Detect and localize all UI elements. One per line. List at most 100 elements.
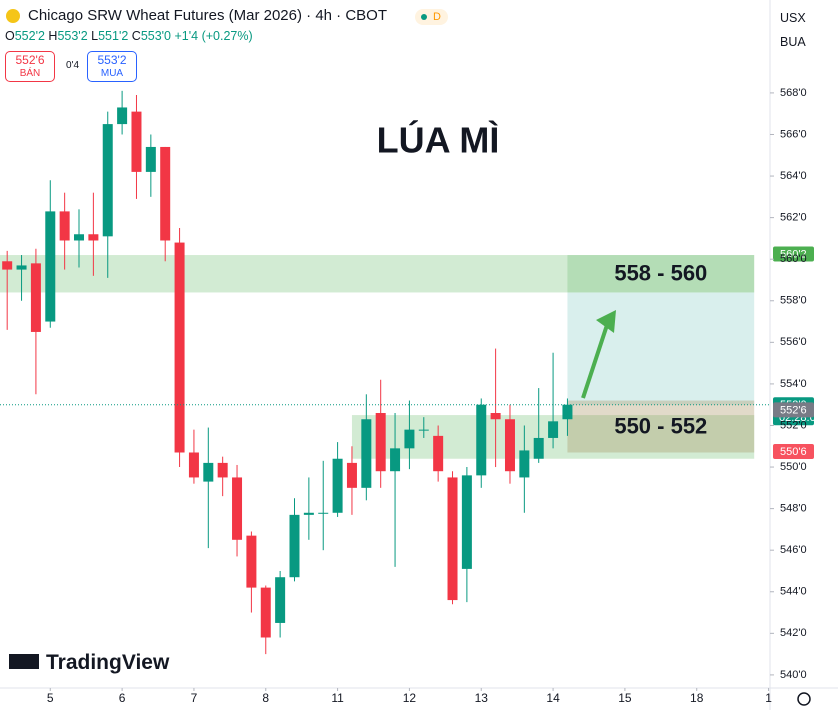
candle-body — [160, 146, 171, 241]
zone — [567, 255, 755, 293]
settings-icon[interactable] — [797, 692, 811, 706]
candle-body — [390, 448, 401, 472]
y-tick-label: 564'0 — [780, 170, 807, 182]
status-dot — [421, 14, 427, 20]
x-tick-label: 18 — [690, 691, 704, 705]
ohlc-key: L — [91, 29, 99, 43]
x-tick-label: 11 — [331, 691, 344, 705]
candle-body — [375, 413, 386, 472]
candle-body — [88, 234, 99, 241]
ohlc-row: O552'2 H553'2 L551'2 C553'0 +1'4 (+0.27%… — [5, 29, 253, 43]
zone — [567, 292, 755, 405]
buy-price: 553'2 — [97, 53, 127, 67]
ohlc-key: C — [131, 29, 141, 43]
candle-body — [145, 146, 156, 172]
candle-body — [59, 211, 70, 241]
candle-body — [232, 477, 243, 540]
currency: USX — [780, 11, 806, 25]
candle-body — [217, 462, 228, 478]
x-tick-label: 6 — [119, 691, 126, 705]
zones: 558 - 560 550 - 552 — [0, 255, 755, 459]
ohlc-value: 553'0 — [140, 29, 172, 43]
x-tick-label: 5 — [47, 691, 54, 705]
symbol-title: Chicago SRW Wheat Futures (Mar 2026) · 4… — [28, 7, 388, 24]
candle-body — [461, 475, 472, 569]
chart-title: LÚA MÌ — [377, 119, 500, 161]
ohlc-value: 553'2 — [57, 29, 88, 43]
currency-select[interactable]: USX — [775, 6, 832, 30]
candle-body — [174, 242, 185, 453]
status-text: D — [433, 11, 441, 23]
price-tag-label: 552'6 — [780, 404, 807, 416]
zone — [567, 400, 755, 453]
candle-body — [476, 404, 487, 476]
y-tick-label: 552'0 — [780, 419, 807, 431]
candle-body — [318, 512, 329, 514]
candle-body — [332, 458, 343, 513]
arrow — [581, 321, 610, 399]
spread: 0'4 — [66, 60, 80, 71]
candle-body — [2, 261, 13, 270]
price-tag — [773, 402, 814, 418]
candle-body — [203, 462, 214, 482]
x-tick-label: 1 — [765, 691, 772, 705]
candle-body — [447, 477, 458, 601]
candle-body — [102, 124, 113, 237]
candle-body — [289, 514, 300, 578]
candle-body — [45, 211, 56, 322]
y-tick-label: 560'0 — [780, 253, 807, 265]
zone-label: 550 - 552 — [614, 413, 707, 438]
candle-body — [533, 437, 544, 459]
ohlc-key: O — [5, 29, 15, 43]
price-tag-label: 550'6 — [780, 446, 807, 458]
y-tick-label: 546'0 — [780, 544, 807, 556]
logo: TradingView — [46, 651, 170, 674]
y-tick-label: 554'0 — [780, 378, 807, 390]
candle-body — [504, 419, 515, 472]
unit-select[interactable]: BUA — [775, 30, 832, 54]
candle-body — [519, 450, 530, 478]
candle-body — [418, 429, 429, 431]
x-tick-label: 14 — [546, 691, 560, 705]
y-tick-label: 556'0 — [780, 336, 807, 348]
sell-button[interactable]: 552'6 BÁN — [5, 51, 55, 82]
buy-button[interactable]: 553'2 MUA — [87, 51, 137, 82]
candle-body — [548, 421, 559, 438]
y-tick-label: 540'0 — [780, 669, 807, 681]
price-tag-label: 560'2 — [780, 248, 807, 260]
market-status: D — [415, 9, 448, 25]
candle-body — [131, 111, 142, 172]
ohlc-value: 551'2 — [98, 29, 129, 43]
y-tick-label: 558'0 — [780, 295, 807, 307]
candle-body — [433, 435, 444, 472]
y-tick-label: 566'0 — [780, 128, 807, 140]
sell-price: 552'6 — [15, 53, 45, 67]
x-tick-label: 7 — [191, 691, 198, 705]
unit: BUA — [780, 35, 806, 49]
price-tag — [773, 443, 814, 459]
logo-mark — [9, 654, 39, 669]
candle-body — [74, 234, 85, 241]
sell-label: BÁN — [19, 68, 41, 79]
x-tick-label: 15 — [618, 691, 632, 705]
price-tag — [773, 246, 814, 262]
y-tick-label: 544'0 — [780, 586, 807, 598]
ohlc-key: H — [48, 29, 58, 43]
arrow-head — [596, 310, 616, 333]
candle-body — [303, 512, 314, 515]
x-tick-label: 8 — [262, 691, 269, 705]
change: +1'4 (+0.27%) — [174, 29, 253, 43]
x-tick-label: 12 — [403, 691, 417, 705]
candle-body — [16, 265, 27, 270]
ohlc-value: 552'2 — [14, 29, 45, 43]
symbol-icon — [6, 9, 20, 23]
candle-body — [246, 535, 257, 588]
candle-body — [404, 429, 415, 449]
y-tick-label: 548'0 — [780, 503, 807, 515]
candle-body — [361, 419, 372, 488]
zone-label: 558 - 560 — [614, 261, 707, 286]
candle-body — [275, 577, 286, 623]
